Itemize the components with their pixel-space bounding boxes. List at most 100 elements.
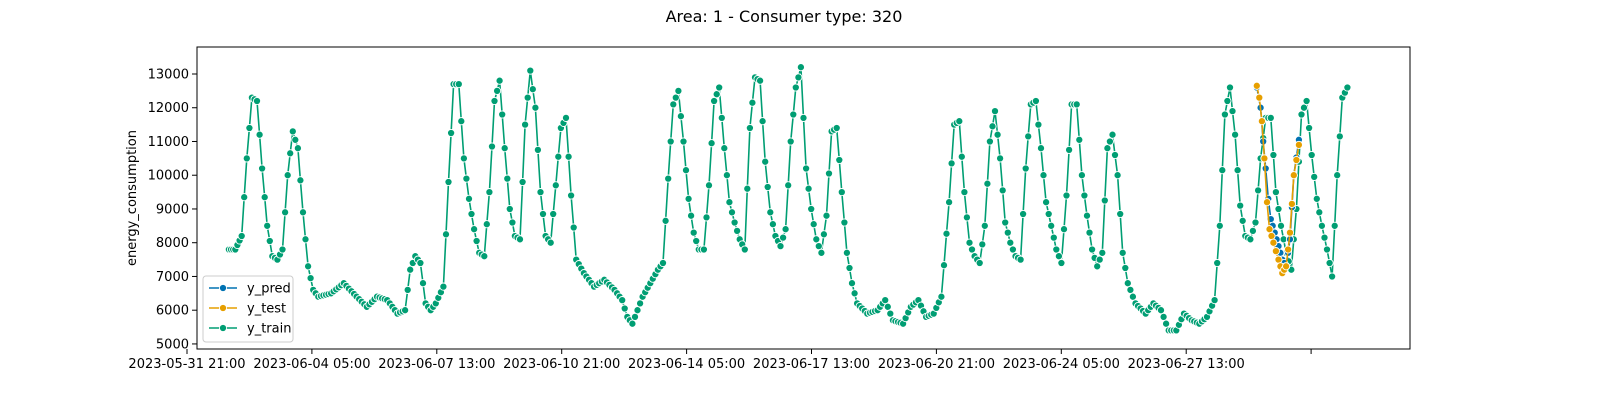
point-y-train: [495, 76, 504, 85]
point-y-test: [1260, 154, 1269, 163]
point-y-train: [538, 209, 548, 219]
point-y-train: [416, 258, 425, 268]
point-y-train: [784, 181, 793, 190]
point-y-train: [406, 265, 415, 274]
x-tick-label-4: 2023-06-14 05:00: [628, 357, 745, 372]
point-y-train: [812, 235, 821, 244]
x-tick-label-3: 2023-06-10 21:00: [503, 357, 620, 372]
point-y-train: [242, 154, 251, 163]
point-y-train: [727, 208, 737, 217]
point-y-train: [549, 209, 558, 219]
plot-frame: [196, 46, 1411, 350]
point-y-train: [1236, 201, 1245, 210]
point-y-train: [401, 306, 410, 315]
point-y-train: [847, 279, 857, 288]
point-y-train: [1274, 204, 1283, 214]
point-y-test: [1292, 155, 1301, 165]
legend-marker: [218, 323, 228, 333]
point-y-train: [689, 228, 698, 237]
legend-item-y-train: y_train: [209, 322, 291, 337]
point-y-train: [960, 188, 969, 197]
point-y-train: [1213, 258, 1222, 268]
y-tick-label-7: 12000: [148, 101, 189, 116]
point-y-train: [1218, 166, 1227, 175]
point-y-train: [975, 258, 984, 268]
point-y-train: [832, 123, 841, 133]
point-y-train: [1047, 221, 1056, 230]
point-y-train: [1233, 166, 1242, 175]
y-tick-label-5: 10000: [148, 169, 189, 184]
point-y-train: [567, 191, 576, 200]
point-y-train: [796, 63, 805, 72]
point-y-train: [996, 154, 1005, 163]
point-y-train: [945, 198, 954, 207]
point-y-train: [1310, 172, 1319, 181]
point-y-train: [1016, 255, 1025, 264]
point-y-train: [482, 220, 491, 229]
point-y-train: [819, 230, 828, 239]
legend-marker: [218, 283, 228, 293]
point-y-train: [1039, 171, 1048, 180]
point-y-train: [842, 248, 851, 257]
point-y-train: [1159, 312, 1168, 321]
y-tick-label-4: 9000: [156, 202, 189, 217]
x-tick-label-1: 2023-06-04 05:00: [253, 357, 370, 372]
point-y-train: [1100, 196, 1109, 205]
point-y-train: [733, 226, 742, 235]
point-y-train: [457, 117, 466, 126]
point-y-train: [763, 182, 772, 192]
point-y-train: [1328, 272, 1337, 281]
point-y-train: [1006, 238, 1015, 247]
point-y-train: [636, 299, 645, 308]
point-y-train: [687, 211, 696, 220]
point-y-train: [1225, 83, 1235, 92]
point-y-train: [1123, 279, 1132, 288]
point-y-train: [814, 242, 823, 251]
point-y-train: [281, 208, 290, 217]
point-y-test: [1287, 199, 1296, 208]
point-y-train: [939, 261, 949, 270]
point-y-train: [1330, 221, 1339, 230]
point-y-train: [679, 137, 688, 146]
point-y-train: [745, 123, 754, 133]
point-y-train: [1019, 209, 1028, 219]
y-axis: 5000 6000 7000 8000 9000 10000 11000 12000 13000: [148, 67, 197, 352]
point-y-train: [1320, 233, 1329, 242]
point-y-train: [1003, 228, 1012, 237]
point-y-train: [799, 113, 808, 122]
point-y-train: [1317, 221, 1326, 230]
point-y-train: [850, 289, 859, 298]
point-y-train: [439, 282, 448, 291]
point-y-train: [618, 296, 627, 305]
point-y-train: [500, 144, 509, 153]
point-y-train: [1223, 96, 1232, 106]
point-y-train: [1220, 110, 1229, 119]
point-y-train: [1121, 263, 1130, 273]
point-y-train: [1156, 306, 1166, 315]
x-tick-label-8: 2023-06-27 13:00: [1128, 357, 1245, 372]
point-y-test: [1262, 198, 1272, 207]
point-y-train: [707, 139, 716, 148]
point-y-train: [789, 110, 798, 119]
point-y-train: [756, 76, 765, 85]
point-y-train: [444, 177, 453, 187]
point-y-train: [1312, 194, 1321, 203]
point-y-train: [965, 238, 974, 247]
point-y-train: [761, 157, 770, 166]
point-y-train: [1054, 252, 1063, 261]
series-y-test: [1252, 81, 1303, 278]
point-y-test: [1255, 93, 1264, 102]
legend: y_pred y_test y_train: [202, 275, 294, 343]
point-y-test: [1294, 140, 1303, 149]
point-y-train: [523, 93, 532, 102]
point-y-train: [470, 225, 479, 234]
y-tick-label-0: 5000: [156, 337, 189, 352]
point-y-train: [1322, 245, 1332, 254]
point-y-train: [978, 240, 987, 249]
point-y-train: [291, 135, 300, 144]
point-y-train: [1021, 164, 1030, 173]
point-y-train: [1343, 83, 1352, 92]
point-y-train: [886, 309, 895, 318]
point-y-train: [743, 184, 752, 193]
point-y-train: [980, 221, 989, 230]
